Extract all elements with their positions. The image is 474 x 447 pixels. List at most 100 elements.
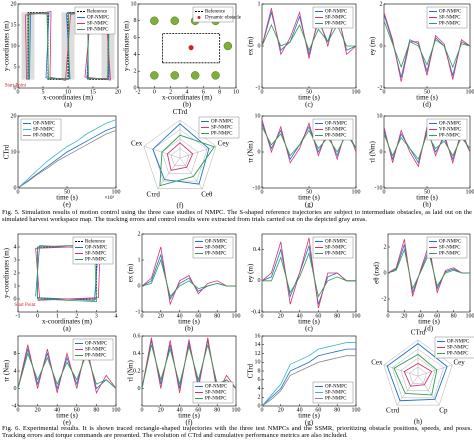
legend-label: PP-NMPC — [87, 28, 109, 33]
annotation: Start Point — [14, 303, 36, 308]
radar-series — [166, 142, 194, 171]
x-tick-label: 100 — [352, 407, 361, 413]
y-tick-label: 0 — [258, 149, 261, 155]
series-line — [261, 119, 357, 164]
x-tick-label: 60 — [74, 407, 80, 413]
legend-label: OP-NMPC — [87, 16, 110, 21]
y-tick-label: 0 — [258, 43, 261, 49]
legend-label: SP-NMPC — [211, 126, 233, 131]
x-tick-label: 3 — [95, 313, 98, 319]
y-axis-label: y-coordinates (m) — [3, 247, 11, 298]
legend-label: PP-NMPC — [211, 132, 233, 137]
legend-label: OP-NMPC — [33, 122, 56, 127]
legend-label: OP-NMPC — [85, 342, 108, 347]
y-axis-label: ey (m) — [369, 36, 377, 55]
tree — [190, 71, 200, 80]
radar-ring — [143, 119, 217, 189]
y-tick-label: 0 — [258, 403, 261, 409]
x-tick-label: 20 — [35, 407, 41, 413]
panel-tag: (b) — [185, 325, 194, 333]
legend-label: VP-NMPC — [439, 128, 462, 133]
x-tick-label: 40 — [418, 313, 424, 319]
x-axis-label: x-coordinates (m) — [42, 318, 93, 326]
y-tick-label: 10 — [11, 43, 17, 49]
radar-ring — [161, 138, 199, 174]
panel-tag: (c) — [305, 325, 313, 333]
x-tick-label: 80 — [451, 313, 457, 319]
radar-ring — [152, 129, 208, 182]
x-axis-label: x-coordinates (m) — [43, 94, 94, 102]
y-tick-label: 10 — [255, 360, 261, 366]
series-line — [261, 342, 356, 407]
series-line — [262, 252, 356, 298]
radar-spoke — [179, 146, 217, 159]
panel-tag: (d) — [423, 101, 432, 109]
radar-axis-label: Cτrd — [147, 191, 161, 199]
x-tick-label: 2 — [75, 313, 78, 319]
y-axis-label: CTrd — [247, 363, 255, 378]
legend-label: PP-NMPC — [205, 252, 227, 257]
legend-label: PP-NMPC — [85, 258, 107, 263]
radar-spoke — [383, 364, 419, 377]
legend-label: PP-NMPC — [325, 252, 347, 257]
y-tick-label: 15 — [11, 22, 17, 28]
x-axis-label: x-coordinates (m) — [162, 94, 213, 102]
y-axis-label: ex (m) — [127, 263, 135, 282]
legend-label: SP-NMPC — [85, 252, 107, 257]
x-tick-label: 0 — [383, 89, 386, 95]
x-axis-label: time (s) — [56, 412, 78, 420]
series-line — [141, 258, 236, 298]
legend-label: OP-NMPC — [325, 385, 348, 390]
y-tick-label: 12 — [255, 351, 261, 357]
series-line — [17, 352, 117, 389]
x-tick-label: 60 — [195, 313, 201, 319]
legend-box — [72, 338, 114, 361]
legend-box — [312, 381, 354, 404]
x-tick-label: 50 — [64, 189, 70, 195]
series-line — [261, 237, 356, 309]
radar-ring — [400, 357, 436, 391]
radar-ring — [170, 148, 190, 166]
legend-label: SP-NMPC — [439, 16, 461, 21]
y-tick-label: 0.4 — [253, 247, 261, 253]
legend-label: SP-NMPC — [205, 391, 227, 396]
x-tick-label: 50 — [424, 89, 430, 95]
panel-tag: (g) — [305, 419, 314, 427]
legend-label: PP-NMPC — [205, 397, 227, 402]
radar-axis-label: CTrd — [173, 108, 188, 116]
panel-tag: (c) — [305, 101, 313, 109]
x-tick-label: 10 — [233, 89, 239, 95]
panel-tag: (d) — [425, 325, 434, 333]
y-tick-label: 2 — [384, 244, 387, 250]
legend-box — [20, 118, 62, 141]
legend-label: SP-NMPC — [33, 128, 55, 133]
y-axis-label: ey (m) — [247, 263, 255, 282]
legend-box — [192, 236, 234, 259]
x-tick-label: 0 — [261, 89, 264, 95]
radar-series — [159, 134, 216, 187]
y-tick-label: 0 — [138, 386, 141, 392]
panel-tag: (h) — [423, 201, 432, 209]
panel-tag: (g) — [305, 201, 314, 209]
legend-label: SP-NMPC — [325, 16, 347, 21]
legend-label: PP-NMPC — [325, 397, 347, 402]
y-axis-label: τl (Nm) — [127, 359, 135, 381]
legend-label: Dynamic obstacle — [205, 16, 242, 21]
panel-tag: (a) — [63, 325, 71, 333]
radar-series — [386, 343, 448, 402]
y-tick-label: 8 — [134, 18, 137, 24]
panel-tag: (h) — [414, 418, 423, 426]
legend-label: SP-NMPC — [439, 246, 461, 251]
legend-box — [192, 381, 234, 404]
x-tick-label: 40 — [177, 407, 183, 413]
y-tick-label: 1 — [258, 1, 261, 7]
y-tick-label: -10 — [253, 185, 261, 191]
legend-box — [312, 236, 354, 259]
y-tick-label: 1 — [14, 283, 17, 289]
legend-label: PP-NMPC — [33, 134, 55, 139]
series-line — [261, 348, 356, 407]
y-tick-label: 8 — [14, 351, 17, 357]
tree — [170, 16, 179, 26]
y-tick-label: 3 — [14, 257, 17, 263]
